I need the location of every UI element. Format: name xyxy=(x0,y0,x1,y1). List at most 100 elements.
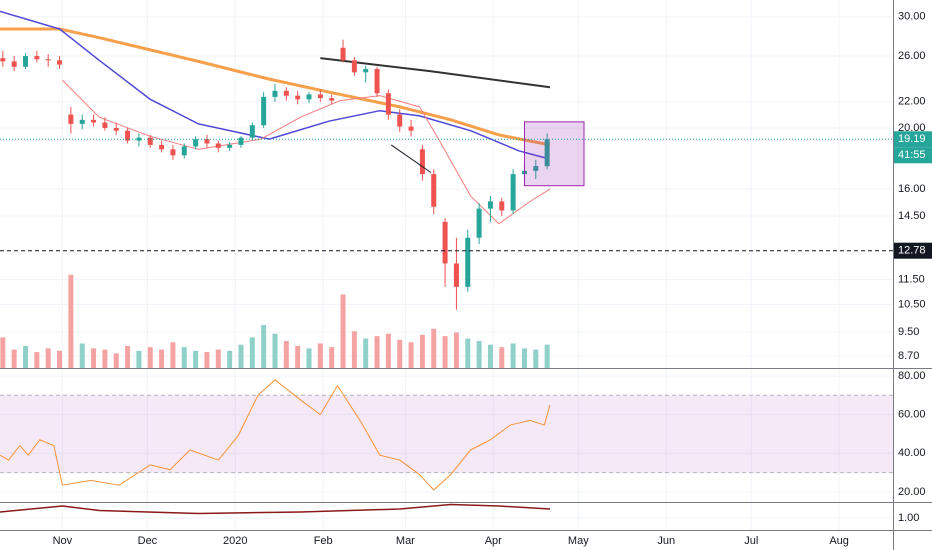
volume-bar xyxy=(340,294,346,368)
candle-body xyxy=(249,125,255,138)
y-tick-label: 26.00 xyxy=(898,50,926,62)
candle-body xyxy=(465,237,471,287)
volume-bar xyxy=(215,349,221,368)
candle-body xyxy=(533,166,539,171)
volume-bar xyxy=(147,347,153,368)
volume-bar xyxy=(227,350,233,368)
volume-bar xyxy=(170,342,176,368)
candle-body xyxy=(102,122,108,128)
volume-bar xyxy=(521,348,527,368)
x-tick-label: Apr xyxy=(485,535,502,547)
candle-body xyxy=(215,143,221,148)
x-tick-label: Jun xyxy=(657,535,675,547)
volume-bar xyxy=(476,341,482,368)
volume-bar xyxy=(385,333,391,368)
volume-bar xyxy=(487,344,493,368)
volume-bar xyxy=(125,345,131,368)
volume-bar xyxy=(204,352,210,368)
volume-bar xyxy=(113,353,119,368)
candle-body xyxy=(499,201,505,211)
candle-body xyxy=(351,60,357,73)
candle-body xyxy=(295,95,301,100)
volume-bar xyxy=(317,343,323,368)
candle-body xyxy=(79,119,85,124)
y-tick-label: 8.70 xyxy=(898,350,919,362)
volume-bar xyxy=(102,349,108,368)
volume-bar xyxy=(453,332,459,368)
volume-bar xyxy=(499,347,505,368)
volume-bar xyxy=(329,347,335,368)
volume-bar xyxy=(272,333,278,368)
price-badge-label: 12.78 xyxy=(898,245,926,257)
x-tick-label: Jul xyxy=(744,535,758,547)
candle-body xyxy=(45,59,51,61)
y-tick-label: 80.00 xyxy=(898,370,926,382)
candle-body xyxy=(0,58,6,62)
y-tick-label: 16.00 xyxy=(898,183,926,195)
candle-body xyxy=(193,139,199,147)
candle-body xyxy=(57,60,63,65)
candle-body xyxy=(329,98,335,101)
volume-bar xyxy=(533,349,539,368)
volume-bar xyxy=(238,344,244,368)
candle-body xyxy=(11,61,17,67)
y-tick-label: 20.00 xyxy=(898,122,926,134)
candle-body xyxy=(408,126,414,131)
volume-bar xyxy=(295,345,301,368)
countdown-badge xyxy=(894,147,932,164)
volume-bar xyxy=(45,348,51,368)
volume-bar xyxy=(397,339,403,368)
candle-body xyxy=(283,90,289,96)
candle-body xyxy=(431,174,437,207)
price-badge xyxy=(894,242,932,259)
candle-body xyxy=(340,47,346,61)
moving-average-line xyxy=(62,79,551,225)
candle-body xyxy=(34,56,40,60)
volume-bar xyxy=(11,349,17,368)
volume-bar xyxy=(34,352,40,368)
candle-body xyxy=(113,127,119,131)
candle-body xyxy=(510,174,516,211)
candle-body xyxy=(238,137,244,145)
candle-body xyxy=(385,93,391,115)
candle-body xyxy=(204,139,210,144)
candle-body xyxy=(419,149,425,175)
y-tick-label: 1.00 xyxy=(898,512,919,524)
candle-body xyxy=(91,119,97,123)
countdown-label: 41:55 xyxy=(898,149,926,161)
y-tick-label: 9.50 xyxy=(898,326,919,338)
x-tick-label: Aug xyxy=(829,535,849,547)
candle-body xyxy=(317,94,323,99)
y-tick-label: 22.00 xyxy=(898,96,926,108)
volume-bar xyxy=(510,343,516,368)
volume-bar xyxy=(442,336,448,368)
x-tick-label: 2020 xyxy=(223,535,247,547)
candle-body xyxy=(363,68,369,73)
indicator-line xyxy=(0,503,551,515)
volume-bar xyxy=(283,341,289,368)
volume-bar xyxy=(79,343,85,368)
volume-bar xyxy=(363,338,369,368)
volume-bar xyxy=(68,274,74,368)
x-tick-label: Nov xyxy=(53,535,73,547)
candle-body xyxy=(476,208,482,238)
y-tick-label: 60.00 xyxy=(898,409,926,421)
indicator-line xyxy=(0,379,551,491)
candle-body xyxy=(170,149,176,156)
volume-bar xyxy=(57,350,63,368)
x-tick-label: Feb xyxy=(314,535,333,547)
volume-bar xyxy=(351,331,357,368)
candle-body xyxy=(453,263,459,287)
volume-bar xyxy=(431,328,437,368)
y-tick-label: 14.50 xyxy=(898,210,926,222)
x-tick-label: Dec xyxy=(138,535,158,547)
volume-bar xyxy=(408,342,414,368)
y-tick-label: 10.50 xyxy=(898,298,926,310)
volume-bar xyxy=(91,348,97,368)
candle-body xyxy=(125,130,131,141)
candle-body xyxy=(374,68,380,94)
candle-body xyxy=(261,96,267,126)
candle-body xyxy=(487,201,493,209)
moving-average-line xyxy=(0,10,548,160)
